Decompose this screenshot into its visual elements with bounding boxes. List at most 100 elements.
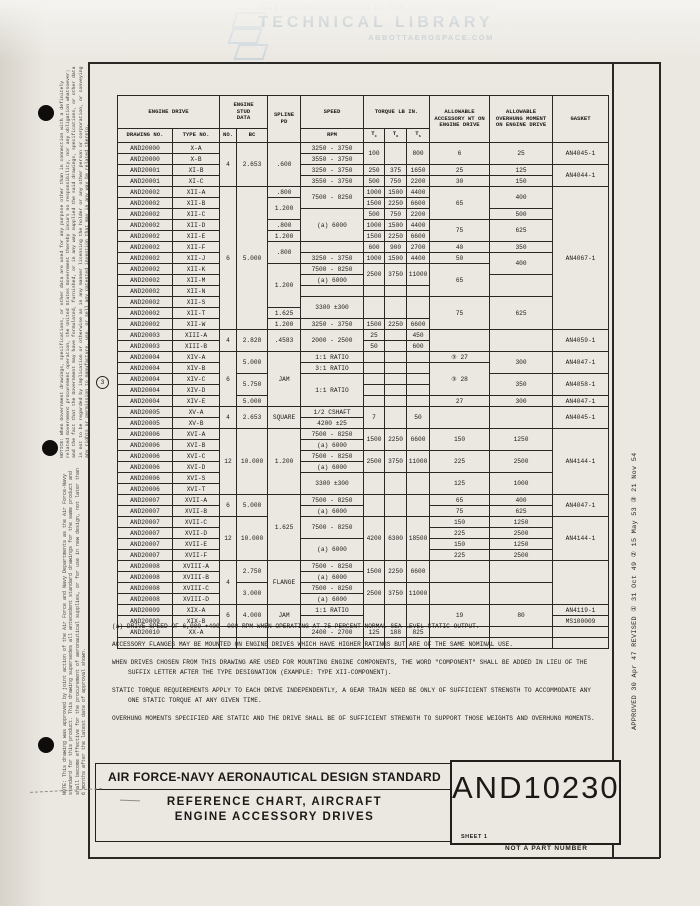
- table-cell: 2500: [363, 582, 386, 605]
- table-row: AND20006 XVI-C 7500 - 8250 2500 3750 11000 225…: [117, 450, 609, 473]
- table-cell: 5.000: [236, 186, 269, 330]
- table-cell: .800: [267, 219, 302, 231]
- table-cell: XVI-C: [171, 450, 221, 462]
- table-cell: 75: [429, 219, 491, 242]
- table-cell: XVII-D: [171, 527, 221, 539]
- table-row: AND20008 XVIII-C 3.000 7500 - 8250 2500 3750 1…: [117, 582, 609, 605]
- table-cell: AN4119-1: [552, 604, 610, 616]
- table-cell: 1.625: [267, 494, 302, 561]
- table-cell: 1000: [363, 186, 386, 198]
- table-cell: 7: [363, 406, 386, 429]
- table-cell: [363, 373, 386, 385]
- table-cell: 100: [363, 142, 386, 165]
- table-cell: AND20006: [117, 428, 173, 440]
- table-cell: 2700: [406, 241, 431, 253]
- table-cell: 6: [429, 142, 491, 165]
- table-row: AND20007 XVII-B (a) 6000 75 625: [117, 505, 609, 517]
- table-cell: 7500 - 8250: [300, 494, 365, 506]
- standard-name: AIR FORCE-NAVY AERONAUTICAL DESIGN STAND…: [96, 764, 453, 790]
- table-row: AND20006 XVI-S 3300 ±300 125 1000: [117, 472, 609, 495]
- table-cell: 2500: [363, 263, 386, 286]
- table-cell: 4400: [406, 252, 431, 264]
- table-cell: 1.625: [267, 307, 302, 319]
- table-cell: 1500: [384, 186, 408, 198]
- table-cell: 2200: [406, 208, 431, 220]
- table-cell: XIV-C: [171, 373, 221, 385]
- table-cell: XV-A: [171, 406, 221, 418]
- table-cell: AN4058-1: [552, 373, 610, 396]
- table-cell: AND20000: [117, 153, 173, 165]
- table-cell: 2000 - 2500: [300, 329, 365, 352]
- table-cell: (a) 6000: [300, 538, 365, 561]
- table-cell: [384, 395, 408, 407]
- table-cell: AN4059-1: [552, 329, 610, 352]
- table-cell: 18500: [406, 516, 431, 561]
- table-row: AND20007 XVII-A 6 5.000 1.625 7500 - 8250 65 40…: [117, 494, 610, 561]
- table-cell: 40: [429, 241, 491, 253]
- table-cell: 5.750: [236, 373, 269, 396]
- table-cell: 65: [429, 494, 491, 506]
- table-cell: 625: [489, 296, 554, 330]
- table-cell: 5.000: [236, 494, 269, 517]
- table-row: AND20006 XVI-D (a) 6000: [117, 461, 609, 473]
- table-cell: [406, 395, 431, 407]
- table-cell: .4583: [267, 329, 302, 352]
- table-cell: 11000: [406, 263, 431, 286]
- table-cell: AN4067-1: [552, 186, 610, 330]
- table-cell: 1.200: [267, 197, 302, 220]
- table-row: AND20007 XVII-E (a) 6000 150 1250: [117, 538, 609, 561]
- table-cell: AND20008: [117, 582, 173, 594]
- table-cell: XVII-F: [171, 549, 221, 561]
- table-cell: XI-C: [171, 175, 221, 187]
- table-cell: AND20006: [117, 461, 173, 473]
- table-cell: 600: [406, 340, 431, 352]
- table-cell: XVII-B: [171, 505, 221, 517]
- table-cell: AND20005: [117, 406, 173, 418]
- table-row: AND20002 XII-E 1.200 1500 2250 6600: [117, 230, 609, 242]
- table-cell: AND20002: [117, 208, 173, 220]
- table-cell: [384, 384, 408, 396]
- table-cell: XIV-A: [171, 351, 221, 363]
- table-cell: 25: [363, 329, 386, 341]
- table-cell: XVIII-B: [171, 571, 221, 583]
- watermark-title: TECHNICAL LIBRARY: [258, 14, 494, 32]
- table-cell: 4: [219, 560, 238, 605]
- table-cell: 1500: [363, 318, 386, 330]
- column-header: To: [384, 128, 408, 143]
- table-cell: 1000: [489, 472, 554, 495]
- reference-table-wrap: ENGINE DRIVE ENGINE STUD DATA SPLINE PD SPE…: [116, 95, 610, 649]
- table-cell: 2250: [384, 560, 408, 583]
- table-cell: 6: [219, 351, 238, 407]
- table-cell: AND20001: [117, 175, 173, 187]
- table-cell: AND20000: [117, 142, 173, 154]
- note-static-torque: STATIC TORQUE REQUIREMENTS APPLY TO EACH…: [112, 687, 591, 704]
- table-cell: 2500: [489, 450, 554, 473]
- table-cell: [552, 637, 610, 649]
- column-header: ALLOWABLE OVERHUNG MOMENT ON ENGINE DRIV…: [489, 95, 554, 143]
- table-cell: 6600: [406, 230, 431, 242]
- table-cell: [406, 494, 431, 517]
- table-cell: [552, 560, 610, 605]
- table-cell: 125: [489, 164, 554, 176]
- table-cell: AND20007: [117, 505, 173, 517]
- table-cell: AND20004: [117, 362, 173, 374]
- column-header: RPM: [300, 128, 365, 143]
- table-cell: [489, 560, 554, 583]
- table-cell: 6600: [406, 318, 431, 330]
- table-cell: 225: [429, 549, 491, 561]
- table-cell: 75: [429, 505, 491, 517]
- table-cell: AND20008: [117, 560, 173, 572]
- table-cell: 1500: [384, 252, 408, 264]
- table-cell: XII-A: [171, 186, 221, 198]
- table-cell: 1.200: [267, 263, 302, 308]
- table-cell: 1500: [363, 197, 386, 209]
- table-row: AND20005 XV-B 4200 ±25: [117, 417, 609, 429]
- note-accessory-flanges: ACCESSORY FLANGES MAY BE MOUNTED ON ENGI…: [112, 641, 514, 648]
- table-cell: [429, 560, 491, 583]
- table-cell: 30: [429, 175, 491, 187]
- table-cell: [406, 296, 431, 319]
- table-cell: 1500: [363, 428, 386, 451]
- table-cell: XVI-B: [171, 439, 221, 451]
- joint-approval-margin-text: NOTE: This drawing was approved by joint…: [62, 467, 88, 795]
- table-cell: 7500 - 8250: [300, 582, 365, 594]
